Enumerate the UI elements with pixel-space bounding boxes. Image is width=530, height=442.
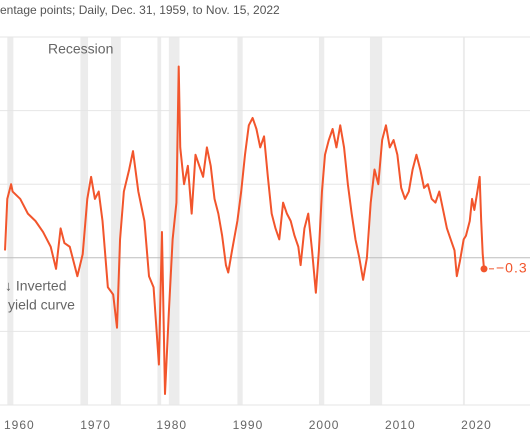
line (4, 65, 486, 395)
foreground-layer: −0.3 (4, 65, 528, 395)
x-tick-label: 2010 (385, 418, 416, 432)
x-tick-label: 1970 (80, 418, 111, 432)
x-tick-label: 2020 (461, 418, 492, 432)
recession-band (80, 37, 89, 405)
background-layer: 1960 1970 1980 1990 2000 2010 2020 (0, 36, 530, 432)
recession-band (157, 37, 162, 405)
x-tick-label: 1980 (156, 418, 187, 432)
chart-subtitle: entage points; Daily, Dec. 31, 1959, to … (0, 3, 280, 17)
annotation: yield curve (8, 297, 75, 313)
recession-band (318, 37, 325, 405)
recession-band (237, 37, 243, 405)
recession-band (462, 37, 465, 405)
recession-band (369, 37, 383, 405)
x-tick-label: 1990 (233, 418, 264, 432)
end-label: −0.3 (496, 260, 528, 276)
recession-label: Recession (48, 41, 113, 57)
x-tick-label: 1960 (4, 418, 35, 432)
x-tick-label: 2000 (309, 418, 340, 432)
recession-band (7, 37, 14, 405)
annotation: ↓ Inverted (5, 278, 66, 294)
recession-band (110, 37, 121, 405)
end-point (480, 265, 488, 273)
